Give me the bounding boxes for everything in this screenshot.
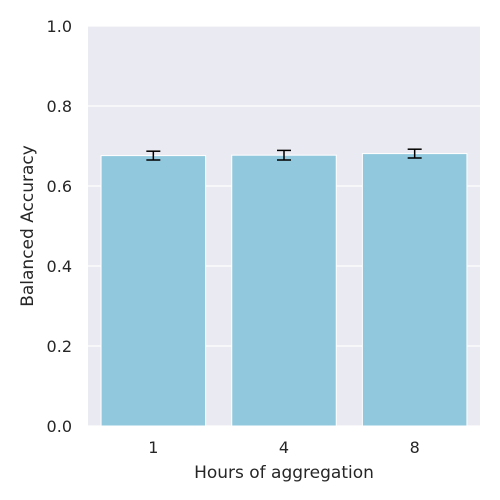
bar [361,153,468,427]
x-tick-labels: 1 4 8 [148,438,420,457]
y-tick-label: 1.0 [47,17,72,36]
y-tick-label: 0.2 [47,337,72,356]
bars [100,153,468,427]
y-tick-label: 0.0 [47,417,72,436]
y-tick-label: 0.8 [47,97,72,116]
bar [100,155,207,427]
x-tick-label: 4 [279,438,289,457]
bar [231,154,337,427]
y-axis-label: Balanced Accuracy [18,145,38,307]
y-tick-labels: 0.0 0.2 0.4 0.6 0.8 1.0 [47,17,72,436]
x-axis-label: Hours of aggregation [194,463,374,483]
x-tick-label: 8 [410,438,420,457]
x-tick-label: 1 [148,438,158,457]
y-tick-label: 0.6 [47,177,72,196]
y-tick-label: 0.4 [47,257,72,276]
error-bars [146,148,422,161]
